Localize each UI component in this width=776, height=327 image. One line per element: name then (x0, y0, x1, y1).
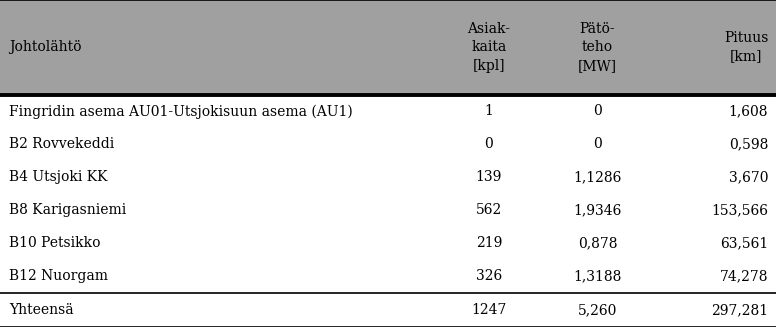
Text: 219: 219 (476, 236, 502, 250)
Text: 0: 0 (484, 137, 494, 151)
Text: Fingridin asema AU01-Utsjokisuun asema (AU1): Fingridin asema AU01-Utsjokisuun asema (… (9, 104, 353, 118)
Text: 3,670: 3,670 (729, 170, 768, 184)
Text: Pätö-
teho
[MW]: Pätö- teho [MW] (578, 22, 617, 73)
Bar (0, 0, 776, 95)
Text: 0: 0 (593, 104, 602, 118)
Text: 74,278: 74,278 (720, 269, 768, 283)
Bar (0, 194, 776, 227)
Text: 1,608: 1,608 (729, 104, 768, 118)
Text: 326: 326 (476, 269, 502, 283)
Text: 153,566: 153,566 (712, 203, 768, 217)
Bar (0, 95, 776, 128)
Text: 1,1286: 1,1286 (573, 170, 622, 184)
Text: 5,260: 5,260 (578, 303, 617, 317)
Text: 139: 139 (476, 170, 502, 184)
Text: 1,3188: 1,3188 (573, 269, 622, 283)
Text: B2 Rovvekeddi: B2 Rovvekeddi (9, 137, 115, 151)
Text: Yhteensä: Yhteensä (9, 303, 74, 317)
Text: Asiak-
kaita
[kpl]: Asiak- kaita [kpl] (467, 22, 511, 73)
Text: 562: 562 (476, 203, 502, 217)
Text: 0,878: 0,878 (578, 236, 617, 250)
Text: Pituus
[km]: Pituus [km] (724, 31, 768, 64)
Text: B10 Petsikko: B10 Petsikko (9, 236, 101, 250)
Text: 0: 0 (593, 137, 602, 151)
Text: 0,598: 0,598 (729, 137, 768, 151)
Text: B8 Karigasniemi: B8 Karigasniemi (9, 203, 126, 217)
Bar (0, 227, 776, 260)
Bar (0, 260, 776, 293)
Text: B12 Nuorgam: B12 Nuorgam (9, 269, 109, 283)
Bar (0, 128, 776, 161)
Text: 1,9346: 1,9346 (573, 203, 622, 217)
Text: B4 Utsjoki KK: B4 Utsjoki KK (9, 170, 108, 184)
Text: 1: 1 (484, 104, 494, 118)
Text: Johtolähtö: Johtolähtö (9, 41, 81, 54)
Text: 1247: 1247 (471, 303, 507, 317)
Text: 297,281: 297,281 (711, 303, 768, 317)
Bar (0, 161, 776, 194)
Text: 63,561: 63,561 (720, 236, 768, 250)
